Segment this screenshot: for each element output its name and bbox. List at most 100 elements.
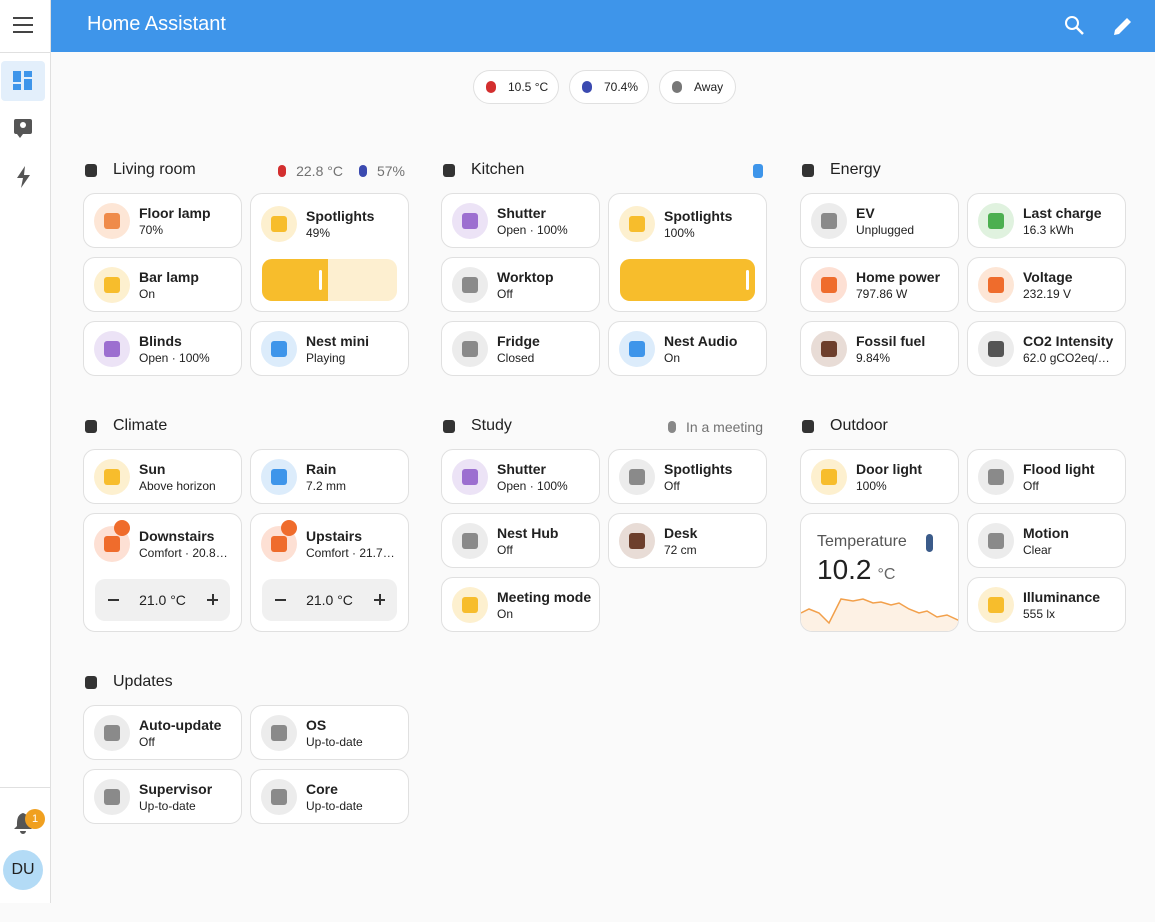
section: Climate Sun Above horizon Rain 7.2 mm Downsta… (83, 416, 409, 666)
entity-tile[interactable]: Spotlights 100% (608, 193, 767, 312)
tile-state: Comfort · 20.8… (139, 546, 228, 560)
tile-name: Worktop (497, 269, 554, 285)
entity-tile[interactable]: Auto-update Off (83, 705, 242, 760)
tile-state: Off (139, 735, 155, 749)
entity-tile[interactable]: Blinds Open · 100% (83, 321, 242, 376)
entity-tile[interactable]: CO2 Intensity 62.0 gCO2eq/… (967, 321, 1126, 376)
tile-state: Off (1023, 479, 1039, 493)
badge[interactable]: 10.5 °C (473, 70, 559, 104)
tile-state: 16.3 kWh (1023, 223, 1074, 237)
increase-button[interactable] (207, 594, 218, 605)
tile-state: On (139, 287, 156, 301)
tile-icon (94, 203, 130, 239)
mode-badge (281, 520, 297, 536)
tile-state: On (664, 351, 681, 365)
entity-tile[interactable]: EV Unplugged (800, 193, 959, 248)
entity-tile[interactable]: Desk 72 cm (608, 513, 767, 568)
tile-icon-glyph (271, 725, 287, 741)
plus-v (211, 594, 214, 605)
tile-state: Open · 100% (497, 223, 568, 237)
graph-icon (926, 534, 933, 552)
entity-tile[interactable]: Core Up-to-date (250, 769, 409, 824)
entity-tile[interactable]: Flood light Off (967, 449, 1126, 504)
entity-tile[interactable]: Bar lamp On (83, 257, 242, 312)
tile-name: Auto-update (139, 717, 222, 733)
tile-icon (619, 459, 655, 495)
section-info: In a meeting (658, 419, 763, 435)
dashboard: 10.5 °C 70.4% Away Living room 22.8 °C 57% Flo… (83, 70, 1126, 824)
entity-tile[interactable]: Meeting mode On (441, 577, 600, 632)
entity-tile[interactable]: Floor lamp 70% (83, 193, 242, 248)
section-title: Kitchen (471, 161, 525, 178)
entity-tile[interactable]: Door light 100% (800, 449, 959, 504)
entity-tile[interactable]: Motion Clear (967, 513, 1126, 568)
tile-icon-glyph (629, 216, 645, 232)
tile-name: OS (306, 717, 327, 733)
user-avatar[interactable]: DU (3, 850, 43, 890)
tile-icon-glyph (821, 469, 837, 485)
tile-name: Blinds (139, 333, 182, 349)
thermostat-control: 21.0 °C (95, 579, 230, 621)
tile-name: Shutter (497, 205, 546, 221)
tile-icon (94, 459, 130, 495)
brightness-slider (620, 259, 755, 301)
tile-icon-glyph (821, 341, 837, 357)
decrease-button[interactable] (275, 599, 286, 601)
decrease-button[interactable] (108, 599, 119, 601)
entity-tile[interactable]: Voltage 232.19 V (967, 257, 1126, 312)
app-title: Home Assistant (87, 13, 226, 35)
tile-icon-glyph (104, 277, 120, 293)
tile-name: Downstairs (139, 528, 215, 544)
menu-button[interactable] (12, 15, 36, 35)
search-button[interactable] (1063, 14, 1087, 38)
graph-unit: °C (877, 566, 896, 583)
tile-icon-glyph (988, 469, 1004, 485)
entity-tile[interactable]: Shutter Open · 100% (441, 193, 600, 248)
entity-tile[interactable]: Home power 797.86 W (800, 257, 959, 312)
entity-tile[interactable]: Nest Audio On (608, 321, 767, 376)
entity-tile[interactable]: Upstairs Comfort · 21.7… 21.0 °C (250, 513, 409, 632)
edit-button[interactable] (1111, 14, 1135, 38)
graph-name: Temperature (817, 533, 907, 550)
tile-name: Bar lamp (139, 269, 199, 285)
tile-name: Illuminance (1023, 589, 1101, 605)
tile-state: Comfort · 21.7… (306, 546, 395, 560)
tile-state: 555 lx (1023, 607, 1056, 621)
entity-tile[interactable]: Nest Hub Off (441, 513, 600, 568)
entity-tile[interactable]: Downstairs Comfort · 20.8… 21.0 °C (83, 513, 242, 632)
tile-icon (619, 331, 655, 367)
nav-overview[interactable] (1, 61, 45, 101)
plus-v (378, 594, 381, 605)
entity-tile[interactable]: Fridge Closed (441, 321, 600, 376)
tile-icon (94, 779, 130, 815)
nav-energy[interactable] (15, 166, 33, 188)
tile-name: Upstairs (306, 528, 363, 544)
entity-tile[interactable]: OS Up-to-date (250, 705, 409, 760)
section-icon (802, 420, 814, 433)
sidebar: 1 DU (0, 0, 51, 903)
badge[interactable]: 70.4% (569, 70, 649, 104)
entity-tile[interactable]: Sun Above horizon (83, 449, 242, 504)
entity-tile[interactable]: Worktop Off (441, 257, 600, 312)
badge-text: Away (694, 80, 724, 94)
nav-map[interactable] (13, 118, 35, 140)
entity-tile[interactable]: Illuminance 555 lx (967, 577, 1126, 632)
entity-tile[interactable]: Fossil fuel 9.84% (800, 321, 959, 376)
sensor-graph-tile[interactable]: Temperature 10.2 °C (800, 513, 959, 632)
entity-tile[interactable]: Spotlights 49% (250, 193, 409, 312)
tile-state: 72 cm (664, 543, 697, 557)
increase-button[interactable] (374, 594, 385, 605)
section-title: Climate (113, 417, 168, 434)
badge-text: 10.5 °C (508, 80, 549, 94)
tile-icon-glyph (462, 533, 478, 549)
info-icon (358, 165, 367, 177)
tile-state: Closed (497, 351, 535, 365)
section-title: Living room (113, 161, 196, 178)
entity-tile[interactable]: Rain 7.2 mm (250, 449, 409, 504)
entity-tile[interactable]: Shutter Open · 100% (441, 449, 600, 504)
badge[interactable]: Away (659, 70, 736, 104)
entity-tile[interactable]: Last charge 16.3 kWh (967, 193, 1126, 248)
entity-tile[interactable]: Supervisor Up-to-date (83, 769, 242, 824)
entity-tile[interactable]: Spotlights Off (608, 449, 767, 504)
entity-tile[interactable]: Nest mini Playing (250, 321, 409, 376)
